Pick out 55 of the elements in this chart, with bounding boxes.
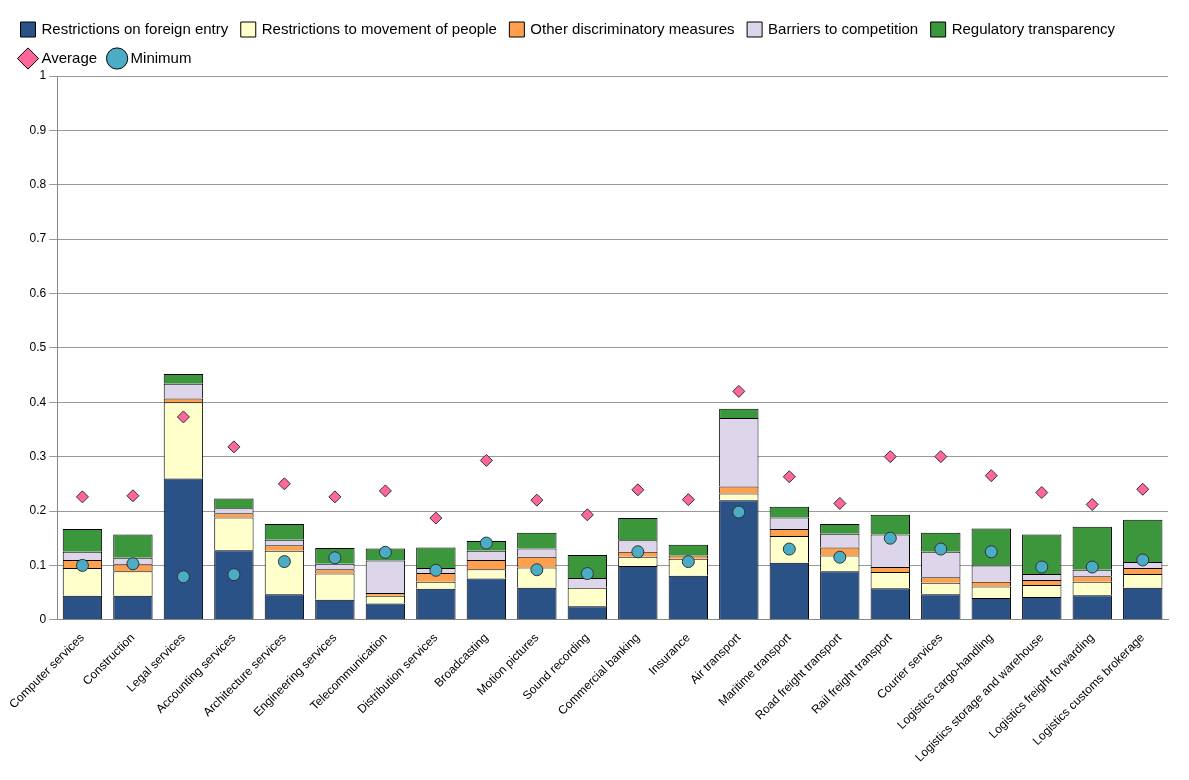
y-tick-label: 0.7: [29, 231, 47, 246]
point: [378, 545, 392, 559]
point: [277, 555, 291, 569]
legend-label: Other discriminatory measures: [530, 19, 735, 37]
y-tick-label: 0: [39, 612, 47, 627]
point: [934, 450, 948, 464]
legend-label: Average: [41, 48, 98, 66]
point: [883, 450, 897, 464]
point: [883, 531, 897, 545]
point: [1136, 482, 1150, 496]
point: [833, 496, 847, 510]
y-tick-label: 0.8: [29, 177, 47, 192]
point: [732, 384, 746, 398]
y-tick-label: 0.2: [29, 503, 47, 518]
point: [1085, 497, 1099, 511]
point: [681, 493, 695, 507]
point: [984, 469, 998, 483]
y-tick-label: 0.9: [29, 122, 47, 137]
point: [782, 470, 796, 484]
point: [530, 563, 544, 577]
point: [227, 440, 241, 454]
point: [75, 490, 89, 504]
point: [580, 508, 594, 522]
point: [176, 570, 190, 584]
point: [429, 563, 443, 577]
point: [277, 477, 291, 491]
point: [1035, 560, 1049, 574]
point: [1035, 486, 1049, 500]
point: [176, 410, 190, 424]
point: [126, 557, 140, 571]
point: [479, 453, 493, 467]
legend-label: Barriers to competition: [768, 19, 919, 37]
point: [126, 489, 140, 503]
y-tick-label: 0.1: [29, 557, 47, 572]
legend-label: Regulatory transparency: [951, 19, 1116, 37]
point: [479, 536, 493, 550]
point: [631, 483, 645, 497]
legend-label: Minimum: [130, 48, 192, 66]
point: [1085, 560, 1099, 574]
point: [732, 505, 746, 519]
y-tick-label: 0.5: [29, 340, 47, 355]
y-tick-label: 0.6: [29, 285, 47, 300]
legend-label: Restrictions on foreign entry: [41, 19, 229, 37]
point: [631, 545, 645, 559]
legend-label: Restrictions to movement of people: [261, 19, 497, 37]
point: [530, 493, 544, 507]
point: [429, 511, 443, 525]
y-tick-label: 0.3: [29, 448, 47, 463]
y-tick-label: 0.4: [29, 394, 47, 409]
point: [227, 568, 241, 582]
point: [1136, 553, 1150, 567]
y-tick-label: 1: [39, 68, 47, 83]
point: [378, 484, 392, 498]
point: [328, 490, 342, 504]
point: [75, 558, 89, 572]
